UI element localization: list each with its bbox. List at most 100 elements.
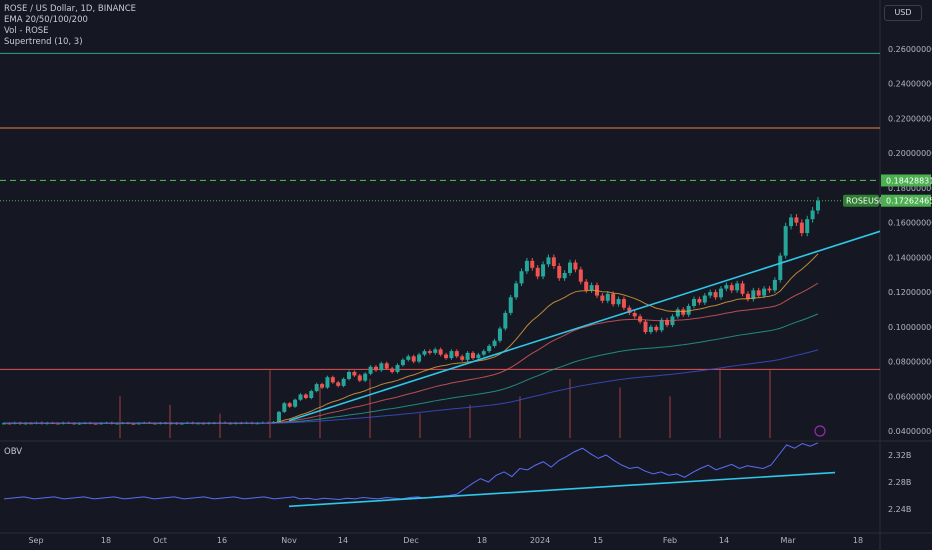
candle-body	[497, 328, 502, 341]
candle-body	[514, 283, 519, 298]
y-tick-label: 0.04000000	[888, 427, 932, 436]
candle-body	[740, 283, 745, 294]
candle-body	[562, 272, 567, 279]
candle-body	[503, 312, 508, 329]
candle-body	[384, 363, 389, 369]
candle-body	[282, 403, 287, 412]
candle-body	[675, 309, 680, 317]
currency-button[interactable]: USD	[884, 5, 922, 21]
candle-body	[665, 319, 670, 326]
candle-body	[336, 382, 341, 386]
candle-body	[789, 217, 794, 227]
candle-body	[476, 354, 481, 359]
symbol-tag-bg	[843, 194, 879, 207]
candle-body	[341, 378, 346, 386]
candle-body	[481, 351, 486, 355]
candle-body	[530, 260, 535, 268]
candle-body	[400, 359, 405, 366]
candle-body	[772, 279, 777, 291]
x-tick-label: Mar	[780, 536, 796, 545]
x-tick-label: 2024	[530, 536, 550, 545]
candle-body	[330, 377, 335, 383]
y-tick-label: 0.20000000	[888, 149, 932, 158]
x-tick-label: Sep	[28, 536, 43, 545]
candle-body	[632, 312, 637, 317]
candle-body	[417, 354, 422, 362]
obv-trendline	[288, 471, 836, 508]
candle-body	[611, 293, 616, 305]
price-label-bg	[881, 194, 931, 207]
candle-body	[783, 226, 788, 256]
legend-ema[interactable]: EMA 20/50/100/200	[4, 15, 88, 25]
candle-body	[692, 299, 697, 306]
candle-body	[541, 264, 546, 277]
candle-body	[713, 292, 718, 298]
candle-body	[810, 210, 815, 220]
obv-y-tick-label: 2.24B	[888, 505, 911, 514]
obv-label[interactable]: OBV	[4, 447, 23, 457]
candle-body	[131, 423, 136, 425]
candle-body	[320, 384, 325, 388]
candle-body	[616, 299, 621, 305]
candle-body	[697, 299, 702, 303]
legend-volume[interactable]: Vol - ROSE	[4, 26, 49, 36]
candle-body	[778, 255, 783, 280]
candle-body	[115, 423, 120, 425]
candle-body	[751, 290, 756, 300]
candle-body	[508, 297, 513, 313]
candle-body	[55, 423, 60, 425]
candle-body	[325, 377, 330, 388]
x-tick-label: 14	[719, 536, 729, 545]
x-tick-label: Feb	[663, 536, 677, 545]
candle-body	[729, 285, 734, 291]
candle-body	[702, 295, 707, 303]
candle-body	[546, 257, 551, 265]
candle-body	[799, 222, 804, 234]
ema-100-line	[3, 313, 819, 424]
candle-body	[762, 288, 767, 296]
obv-y-tick-label: 2.28B	[888, 478, 911, 487]
price-label: 0.17262465	[886, 197, 932, 206]
price-trendline	[288, 230, 881, 422]
candle-body	[600, 295, 605, 301]
candle-body	[519, 271, 524, 284]
candle-body	[767, 288, 772, 291]
y-tick-label: 0.14000000	[888, 253, 932, 262]
candle-body	[347, 371, 352, 379]
x-tick-label: 18	[477, 536, 487, 545]
candle-body	[605, 293, 610, 301]
candle-body	[578, 269, 583, 282]
legend-supertrend[interactable]: Supertrend (10, 3)	[4, 37, 83, 47]
candle-body	[621, 299, 626, 308]
candle-body	[718, 288, 723, 298]
candle-body	[395, 365, 400, 372]
candle-body	[627, 307, 632, 313]
candle-body	[805, 219, 810, 234]
candle-body	[568, 262, 573, 273]
candle-body	[93, 423, 98, 425]
x-tick-label: Dec	[403, 536, 418, 545]
candle-body	[454, 351, 459, 357]
candle-body	[373, 366, 378, 371]
obv-y-tick-label: 2.32B	[888, 451, 911, 460]
candle-body	[422, 351, 427, 355]
candle-body	[524, 260, 529, 272]
candle-body	[7, 423, 12, 425]
candle-body	[406, 356, 411, 360]
candle-body	[357, 375, 362, 381]
candle-body	[352, 371, 357, 376]
candle-body	[449, 351, 454, 359]
y-tick-label: 0.22000000	[888, 114, 932, 123]
legend-symbol: ROSE / US Dollar, 1D, BINANCE	[4, 4, 137, 14]
candle-body	[551, 257, 556, 267]
candle-body	[681, 309, 686, 315]
candle-body	[314, 384, 319, 392]
ema-200-line	[3, 349, 819, 424]
candle-body	[276, 411, 281, 422]
candle-body	[557, 266, 562, 279]
candle-body	[686, 305, 691, 315]
candles-group	[2, 197, 820, 425]
candle-body	[77, 423, 82, 425]
y-tick-label: 0.12000000	[888, 288, 932, 297]
